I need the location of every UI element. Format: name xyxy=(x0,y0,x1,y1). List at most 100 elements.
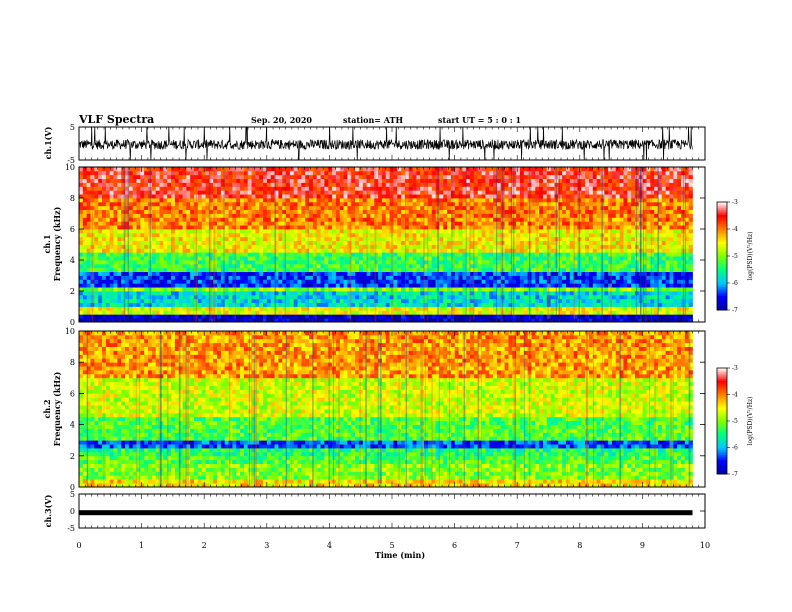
spec1-cell xyxy=(435,310,440,315)
spec1-cell xyxy=(301,310,306,315)
spec1-cell xyxy=(328,256,333,261)
spec1-cell xyxy=(638,260,644,265)
spec1-cell xyxy=(600,283,605,288)
spec1-cell xyxy=(125,236,130,242)
spec1-cell xyxy=(608,240,613,245)
spec1-cell xyxy=(266,267,272,273)
spec1-cell xyxy=(657,287,663,292)
spec1-cell xyxy=(343,205,348,211)
spec1-cell xyxy=(404,283,410,288)
spec1-cell xyxy=(148,271,153,276)
spec1-cell xyxy=(282,279,287,284)
spec1-cell xyxy=(531,205,536,211)
spec1-cell xyxy=(608,213,613,218)
spec1-cell xyxy=(209,256,214,261)
spec1-cell xyxy=(90,260,95,265)
spec1-cell xyxy=(121,205,126,211)
spec1-cell xyxy=(454,252,459,257)
spec1-cell xyxy=(247,306,252,311)
spec1-cell xyxy=(424,279,429,284)
spec1-cell xyxy=(159,267,164,273)
spec1-cell xyxy=(684,287,690,292)
spec1-cell xyxy=(684,213,690,218)
spec1-cell xyxy=(240,275,245,280)
spec1-cell xyxy=(151,252,157,257)
spec1-cell xyxy=(259,256,264,261)
spec1-cell xyxy=(186,294,191,300)
spec1-cell xyxy=(305,240,310,245)
spec1-cell xyxy=(171,256,176,261)
spec1-cell xyxy=(385,263,390,269)
spec1-cell xyxy=(627,248,632,253)
spec1-cell xyxy=(408,291,413,296)
spec1-cell xyxy=(151,291,157,296)
spec1-cell xyxy=(343,275,348,280)
spec1-cell xyxy=(232,209,237,214)
spec1-cell xyxy=(493,271,498,276)
spec1-cell xyxy=(573,302,578,307)
spec1-cell xyxy=(163,302,168,307)
spec1-cell xyxy=(94,256,99,261)
spec1-cell xyxy=(113,275,118,280)
spec1-cell xyxy=(673,287,678,292)
spec1-cell xyxy=(600,267,605,273)
spec1-cell xyxy=(293,248,298,253)
spec1-cell xyxy=(420,291,425,296)
spec1-cell xyxy=(565,236,571,242)
spec1-cell xyxy=(470,225,475,230)
spec1-cell xyxy=(332,213,337,218)
spec1-cell xyxy=(251,267,256,273)
spec1-cell xyxy=(167,217,172,222)
spec1-cell xyxy=(458,291,463,296)
spec1-cell xyxy=(358,271,364,276)
spec1-cell xyxy=(462,298,467,304)
spec1-cell xyxy=(286,302,291,307)
spec1-cell xyxy=(259,294,264,300)
spec1-cell xyxy=(562,240,567,245)
spec1-cell xyxy=(516,229,521,234)
spec1-cell xyxy=(397,310,402,315)
spec1-cell xyxy=(412,279,417,284)
spec1-cell xyxy=(370,236,375,242)
spec1-cell xyxy=(105,232,111,238)
spec1-cell xyxy=(117,294,122,300)
spec1-cell xyxy=(316,256,321,261)
spec1-cell xyxy=(485,244,490,249)
spec1-cell xyxy=(596,263,601,269)
spec1-cell xyxy=(481,240,486,245)
spec1-cell xyxy=(569,302,575,307)
spec1-cell xyxy=(144,213,149,218)
spec1-cell xyxy=(485,213,490,218)
spec1-cell xyxy=(523,240,528,245)
spec1-cell xyxy=(450,294,456,300)
spec1-cell xyxy=(144,287,149,292)
spec1-cell xyxy=(569,252,575,257)
spec1-cell xyxy=(389,256,394,261)
spec1-cell xyxy=(132,291,137,296)
spec1-cell xyxy=(217,318,222,323)
spec1-cell xyxy=(447,267,452,273)
spec1-cell xyxy=(642,248,647,253)
spec1-cell xyxy=(194,271,199,276)
spec1-cell xyxy=(473,260,479,265)
spec1-cell xyxy=(404,263,410,269)
spec1-cell xyxy=(343,287,348,292)
spec1-cell xyxy=(408,279,413,284)
spec1-cell xyxy=(393,271,398,276)
spec1-cell xyxy=(144,318,149,323)
spec1-cell xyxy=(358,229,364,234)
spec1-cell xyxy=(270,225,275,230)
spec1-cell xyxy=(362,256,367,261)
spec1-cell xyxy=(220,236,226,242)
spec1-cell xyxy=(470,267,475,273)
spec1-cell xyxy=(385,252,390,257)
spec1-cell xyxy=(504,248,509,253)
spec1-cell xyxy=(374,240,379,245)
spec1-cell xyxy=(416,267,421,273)
spec1-cell xyxy=(217,271,222,276)
spec1-cell xyxy=(151,240,157,245)
spec1-cell xyxy=(209,240,214,245)
spec1-cell xyxy=(500,260,505,265)
spec1-cell xyxy=(109,294,114,300)
spec1-cell xyxy=(102,217,107,222)
